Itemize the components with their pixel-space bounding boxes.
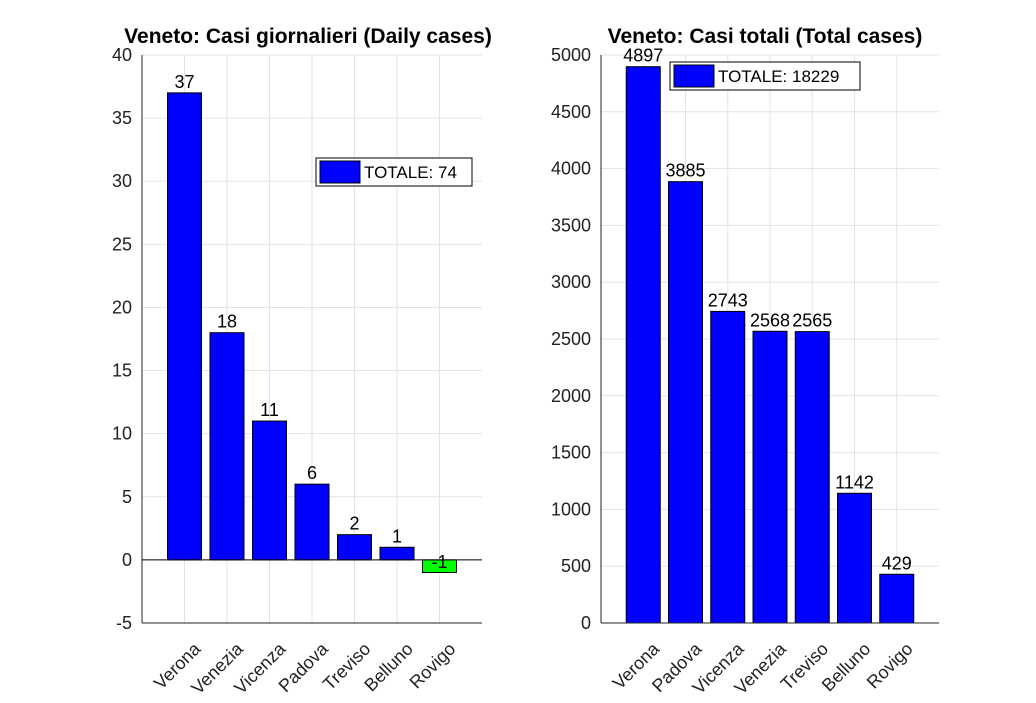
bar-venezia — [752, 330, 788, 624]
data-label: 2565 — [792, 311, 832, 331]
bar-belluno — [837, 492, 872, 624]
y-tick-label: 35 — [112, 108, 132, 128]
chart-title: Veneto: Casi totali (Total cases) — [608, 25, 923, 48]
y-tick-label: 1000 — [551, 499, 591, 519]
data-label: 1 — [392, 526, 402, 546]
y-tick-label: 4000 — [551, 159, 591, 179]
y-tick-label: 1500 — [551, 443, 591, 463]
bar-treviso — [794, 331, 830, 624]
x-tick-label: Padova — [275, 638, 333, 696]
y-tick-label: 500 — [561, 556, 591, 576]
bar-padova — [668, 181, 703, 624]
chart-panel-2: 0 500 1000 1500 2000 2500 3000 3500 4000 4500 5000… — [551, 25, 939, 698]
legend: TOTALE: 74 — [315, 157, 473, 187]
bar-padova — [294, 483, 330, 561]
bar-belluno — [379, 546, 415, 561]
chart-title: Veneto: Casi giornalieri (Daily cases) — [124, 25, 492, 48]
y-tick-label: 0 — [122, 550, 132, 570]
y-tick-label: 25 — [112, 234, 132, 254]
y-tick-label: 30 — [112, 171, 132, 191]
bar-venezia — [209, 332, 245, 561]
bar-vicenza — [252, 420, 287, 561]
data-label: 11 — [260, 400, 279, 420]
bar-vicenza — [710, 310, 746, 624]
y-tick-label: 2000 — [551, 386, 591, 406]
x-tick-label: Rovigo — [863, 639, 917, 693]
data-label: 429 — [882, 553, 912, 573]
bar-treviso — [337, 534, 372, 561]
bar-rovigo — [879, 573, 915, 624]
data-label: 37 — [174, 72, 194, 92]
data-label: 4897 — [623, 46, 663, 66]
y-tick-label: 4500 — [551, 102, 591, 122]
data-label: 6 — [307, 463, 317, 483]
x-tick-label: Belluno — [360, 639, 417, 696]
data-label: 18 — [217, 312, 237, 332]
y-tick-label: 5000 — [551, 45, 591, 65]
legend-swatch — [673, 64, 715, 88]
y-tick-label: 20 — [112, 297, 132, 317]
y-tick-label: -5 — [116, 613, 132, 633]
data-label: 2743 — [708, 290, 748, 310]
legend-swatch — [319, 160, 361, 184]
legend-label: TOTALE: 18229 — [718, 67, 839, 86]
legend: TOTALE: 18229 — [669, 61, 861, 91]
data-label: -1 — [431, 552, 447, 572]
y-tick-label: 5 — [122, 487, 132, 507]
data-label: 2 — [349, 514, 359, 534]
y-tick-label: 40 — [112, 45, 132, 65]
chart-panel-1: -50510152025303540371811621-1VeronaVenez… — [112, 25, 492, 698]
y-tick-label: 0 — [581, 613, 591, 633]
y-tick-label: 2500 — [551, 329, 591, 349]
bar-verona — [625, 66, 661, 624]
bar-verona — [167, 92, 202, 561]
y-tick-label: 3500 — [551, 215, 591, 235]
y-tick-label: 3000 — [551, 272, 591, 292]
y-tick-label: 10 — [112, 424, 132, 444]
data-label: 2568 — [750, 310, 790, 330]
legend-label: TOTALE: 74 — [364, 163, 457, 182]
y-tick-label: 15 — [112, 361, 132, 381]
x-tick-label: Rovigo — [406, 639, 460, 693]
data-label: 3885 — [665, 161, 705, 181]
data-label: 1142 — [835, 472, 874, 492]
